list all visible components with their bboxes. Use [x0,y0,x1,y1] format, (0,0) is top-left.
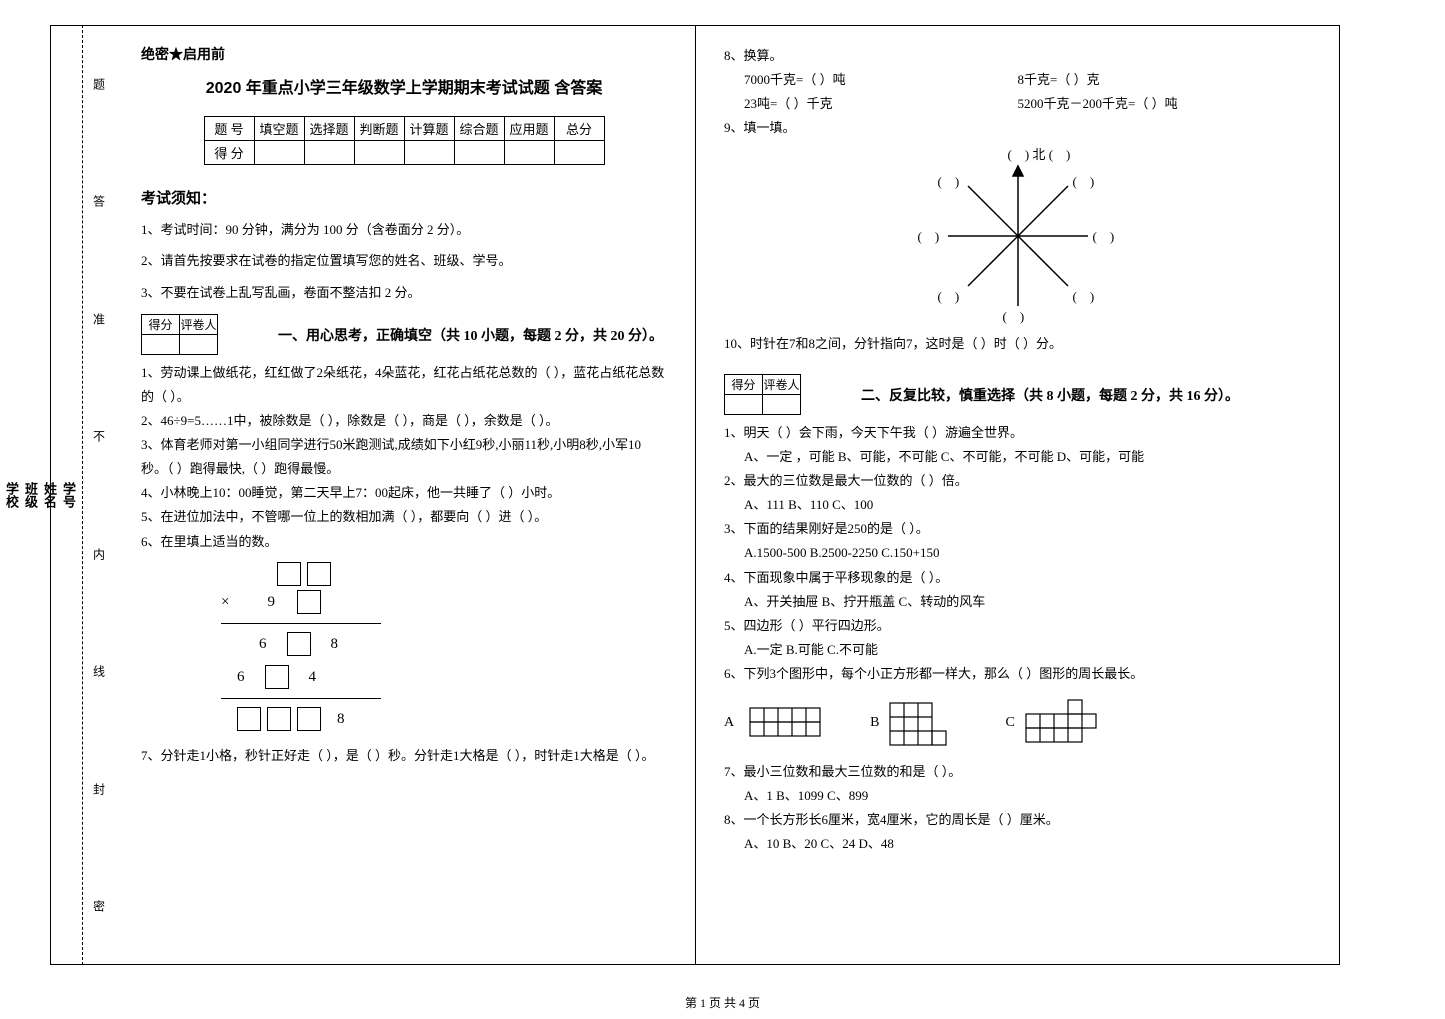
q7: 7、分针走1小格，秒针正好走（ ），是（ ）秒。分针走1大格是（ ），时针走1大… [141,744,667,768]
calc-blank [277,562,301,586]
secret-label: 绝密★启用前 [141,44,667,64]
field-banji: 班级 [21,482,40,508]
table-row: 得 分 [204,141,604,165]
shape-b [885,698,965,748]
q4: 4、小林晚上10：00睡觉，第二天早上7：00起床，他一共睡了（ ）小时。 [141,481,667,505]
field-xiangzhen: 乡镇（街道） [0,456,2,534]
calc-blank [307,562,331,586]
q8a: 7000千克=（ ）吨 [724,68,1018,92]
q2: 2、46÷9=5……1中，被除数是（ ），除数是（ ），商是（ ），余数是（ ）… [141,409,667,433]
shape-c-label: C [1005,715,1014,731]
s2q5: 5、四边形（ ）平行四边形。 [724,614,1311,638]
score-box: 得分评卷人 [724,374,801,415]
section1-title: 一、用心思考，正确填空（共 10 小题，每题 2 分，共 20 分）。 [278,325,663,345]
s2q4-opts: A、开关抽屉 B、拧开瓶盖 C、转动的风车 [724,590,1311,614]
s2q8-opts: A、10 B、20 C、24 D、48 [724,832,1311,856]
s2q3-opts: A.1500-500 B.2500-2250 C.150+150 [724,541,1311,565]
q9-title: 9、填一填。 [724,116,1311,140]
s2q2-opts: A、111 B、110 C、100 [724,493,1311,517]
notice-item: 3、不要在试卷上乱写乱画，卷面不整洁扣 2 分。 [141,281,667,304]
calc-blank [297,707,321,731]
score-table: 题 号 填空题 选择题 判断题 计算题 综合题 应用题 总分 得 分 [204,116,605,165]
calc-blank [267,707,291,731]
score-box: 得分评卷人 [141,314,218,355]
s2q4: 4、下面现象中属于平移现象的是（ ）。 [724,566,1311,590]
q3: 3、体育老师对第一小组同学进行50米跑测试,成绩如下小红9秒,小丽11秒,小明8… [141,433,667,481]
vertical-calculation: ×9 68 64 8 [221,562,667,736]
s2q1-opts: A、一定 ，可能 B、可能，不可能 C、不可能，不可能 D、可能，可能 [724,445,1311,469]
calc-blank [287,632,311,656]
table-row: 题 号 填空题 选择题 判断题 计算题 综合题 应用题 总分 [204,117,604,141]
page-footer: 第 1 页 共 4 页 [0,994,1445,1011]
q8b: 8千克=（ ）克 [1018,68,1100,92]
s2q2: 2、最大的三位数是最大一位数的（ ）倍。 [724,469,1311,493]
section2-title: 二、反复比较，慎重选择（共 8 小题，每题 2 分，共 16 分）。 [861,385,1239,405]
exam-title: 2020 年重点小学三年级数学上学期期末考试试题 含答案 [141,74,667,98]
notice-item: 1、考试时间：90 分钟，满分为 100 分（含卷面分 2 分）。 [141,218,667,241]
calc-blank [297,590,321,614]
calc-blank [265,665,289,689]
q8d: 5200千克－200千克=（ ）吨 [1018,92,1178,116]
field-xuexiao: 学校 [2,482,21,508]
s2q7: 7、最小三位数和最大三位数的和是（ ）。 [724,760,1311,784]
q5: 5、在进位加法中，不管哪一位上的数相加满（ ），都要向（ ）进（ ）。 [141,505,667,529]
notice-item: 2、请首先按要求在试卷的指定位置填写您的姓名、班级、学号。 [141,249,667,272]
section1-banner: 得分评卷人 一、用心思考，正确填空（共 10 小题，每题 2 分，共 20 分）… [141,314,667,355]
left-column: 绝密★启用前 2020 年重点小学三年级数学上学期期末考试试题 含答案 题 号 … [51,26,695,964]
shape-a [740,703,830,743]
shape-a-label: A [724,715,734,731]
s2q5-opts: A.一定 B.可能 C.不可能 [724,638,1311,662]
s2q8: 8、一个长方形长6厘米，宽4厘米，它的周长是（ ）厘米。 [724,808,1311,832]
shape-c [1021,698,1111,748]
exam-notice: 考试须知： 1、考试时间：90 分钟，满分为 100 分（含卷面分 2 分）。 … [141,187,667,304]
exam-page: 绝密★启用前 2020 年重点小学三年级数学上学期期末考试试题 含答案 题 号 … [50,25,1340,965]
right-column: 8、换算。 7000千克=（ ）吨 8千克=（ ）克 23吨=（ ）千克 520… [695,26,1339,964]
s2q1: 1、明天（ ）会下雨，今天下午我（ ）游遍全世界。 [724,421,1311,445]
s2q3: 3、下面的结果刚好是250的是（ ）。 [724,517,1311,541]
section2-banner: 得分评卷人 二、反复比较，慎重选择（共 8 小题，每题 2 分，共 16 分）。 [724,374,1311,415]
perimeter-shapes: A B [724,698,1311,748]
q8c: 23吨=（ ）千克 [724,92,1018,116]
notice-title: 考试须知： [141,187,667,208]
q10: 10、时针在7和8之间，分针指向7，这时是（ ）时（ ）分。 [724,332,1311,356]
q8-title: 8、换算。 [724,44,1311,68]
q6-title: 6、在里填上适当的数。 [141,530,667,554]
q1: 1、劳动课上做纸花，红红做了2朵纸花，4朵蓝花，红花占纸花总数的（ ），蓝花占纸… [141,361,667,409]
calc-blank [237,707,261,731]
s2q6: 6、下列3个图形中，每个小正方形都一样大，那么（ ）图形的周长最长。 [724,662,1311,686]
compass-diagram: ( ) 北 ( ) ( ) ( ) ( ) ( ) ( ) ( ) ( ) [908,146,1128,326]
s2q7-opts: A、1 B、1099 C、899 [724,784,1311,808]
shape-b-label: B [870,715,879,731]
